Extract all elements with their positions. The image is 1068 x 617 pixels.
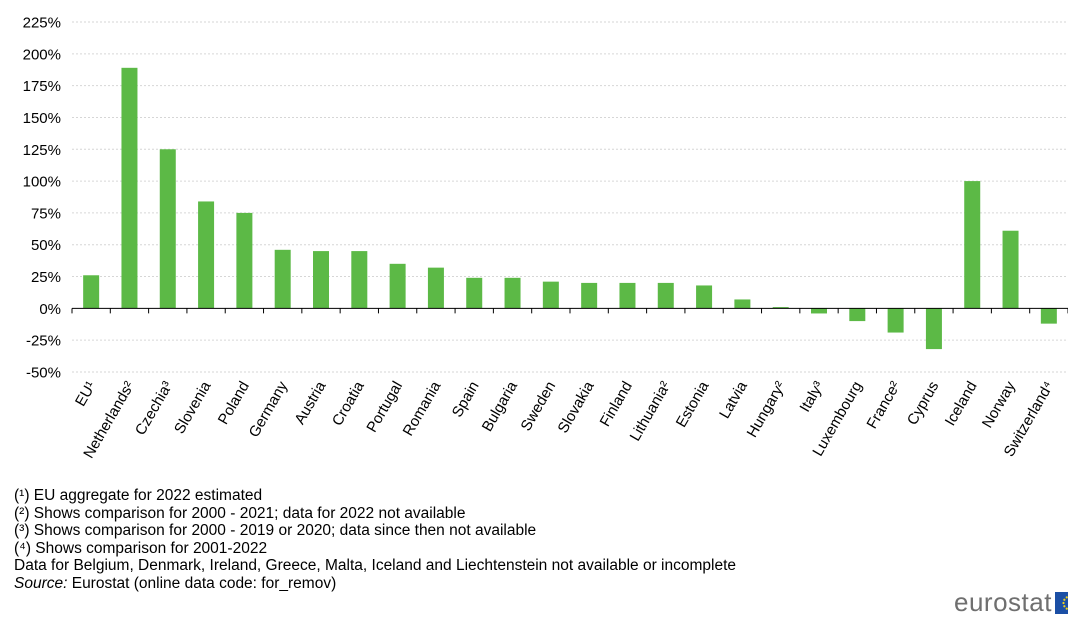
- x-tick-label: Spain: [449, 379, 483, 421]
- flag-star: [1065, 596, 1068, 599]
- bar: [466, 277, 483, 309]
- y-tick-label: 225%: [23, 15, 61, 32]
- footnote-1: (¹) EU aggregate for 2022 estimated: [14, 487, 263, 504]
- y-tick-label: 50%: [31, 237, 61, 254]
- y-tick-label: 150%: [23, 110, 61, 127]
- x-tick-label: Estonia: [673, 378, 713, 430]
- bar: [657, 282, 674, 309]
- bar: [734, 299, 751, 309]
- bar: [236, 212, 253, 309]
- y-tick-label: 100%: [23, 174, 61, 191]
- x-tick-label: Finland: [597, 379, 636, 430]
- flag-star: [1063, 605, 1066, 608]
- bar: [964, 181, 981, 309]
- x-tick-label: Portugal: [363, 379, 406, 436]
- source-text: Eurostat (online data code: for_remov): [67, 574, 337, 592]
- bar: [351, 251, 368, 309]
- flag-star: [1065, 607, 1068, 610]
- flag-star: [1063, 598, 1066, 601]
- bar: [159, 149, 176, 309]
- y-axis-tick-labels: 225% 200% 175% 150% 125% 100% 75% 50% 25% 0% -25% -…: [23, 15, 61, 382]
- x-tick-label: Romania: [400, 378, 445, 439]
- footnote-data-availability: Data for Belgium, Denmark, Ireland, Gree…: [14, 557, 736, 575]
- y-tick-label: 0%: [39, 301, 61, 318]
- bar: [1040, 308, 1057, 324]
- x-tick-label: Sweden: [517, 379, 559, 434]
- bar: [1002, 230, 1019, 309]
- bar: [619, 282, 636, 309]
- bar: [811, 308, 827, 314]
- x-tick-label: Norway: [979, 378, 1019, 431]
- x-tick-label: Poland: [215, 379, 253, 428]
- bar-chart: 225% 200% 175% 150% 125% 100% 75% 50% 25% 0% -25% -…: [23, 15, 1068, 461]
- x-tick-label: Cyprus: [904, 379, 942, 429]
- x-tick-label: Italy³: [796, 379, 827, 416]
- x-tick-label: Latvia: [716, 378, 751, 422]
- bar: [83, 275, 100, 309]
- bar: [274, 249, 291, 309]
- bar: [887, 308, 904, 333]
- x-axis: [71, 307, 1068, 314]
- bar: [121, 67, 138, 309]
- bar: [198, 201, 215, 309]
- eu-flag-icon: [1054, 592, 1068, 614]
- eurostat-logo: eurostat: [954, 587, 1068, 617]
- y-tick-label: 75%: [31, 205, 61, 222]
- y-tick-label: 175%: [23, 78, 61, 95]
- x-tick-label: Bulgaria: [479, 378, 522, 435]
- x-tick-label: Slovenia: [171, 378, 215, 437]
- y-tick-label: -50%: [26, 365, 61, 382]
- x-tick-label: Hungary²: [744, 379, 790, 441]
- y-tick-label: 200%: [23, 46, 61, 63]
- bar: [925, 308, 942, 350]
- footnote-3: (³) Shows comparison for 2000 - 2019 or …: [14, 522, 537, 540]
- footnote-4: (⁴) Shows comparison for 2001-2022: [14, 539, 268, 557]
- bar: [389, 263, 406, 309]
- footnotes: (¹) EU aggregate for 2022 estimated (²) …: [14, 487, 736, 593]
- x-tick-label: France²: [864, 379, 905, 432]
- source-line: Source: Eurostat (online data code: for_…: [14, 575, 736, 593]
- bar: [581, 282, 598, 309]
- flag-star: [1062, 601, 1065, 605]
- source-label: Source:: [14, 574, 68, 592]
- bar: [313, 251, 329, 309]
- x-tick-label: EU¹: [72, 379, 100, 410]
- bar: [696, 285, 713, 309]
- y-tick-label: -25%: [26, 333, 61, 350]
- y-tick-label: 25%: [31, 269, 61, 286]
- bar: [772, 307, 789, 309]
- bar: [427, 267, 444, 309]
- x-tick-label: Iceland: [942, 378, 981, 428]
- x-tick-label: Czechia³: [132, 378, 176, 438]
- bar: [542, 281, 559, 309]
- bars: [83, 67, 1057, 350]
- gridlines: [72, 21, 1068, 373]
- x-tick-label: Croatia: [329, 378, 368, 429]
- x-tick-label: Slovakia: [555, 378, 598, 436]
- bar: [849, 308, 866, 322]
- eurostat-logo-text: eurostat: [954, 587, 1052, 617]
- y-tick-label: 125%: [23, 142, 61, 159]
- bar: [504, 277, 521, 309]
- footnote-2: (²) Shows comparison for 2000 - 2021; da…: [14, 504, 466, 522]
- x-tick-label: Austria: [291, 378, 329, 427]
